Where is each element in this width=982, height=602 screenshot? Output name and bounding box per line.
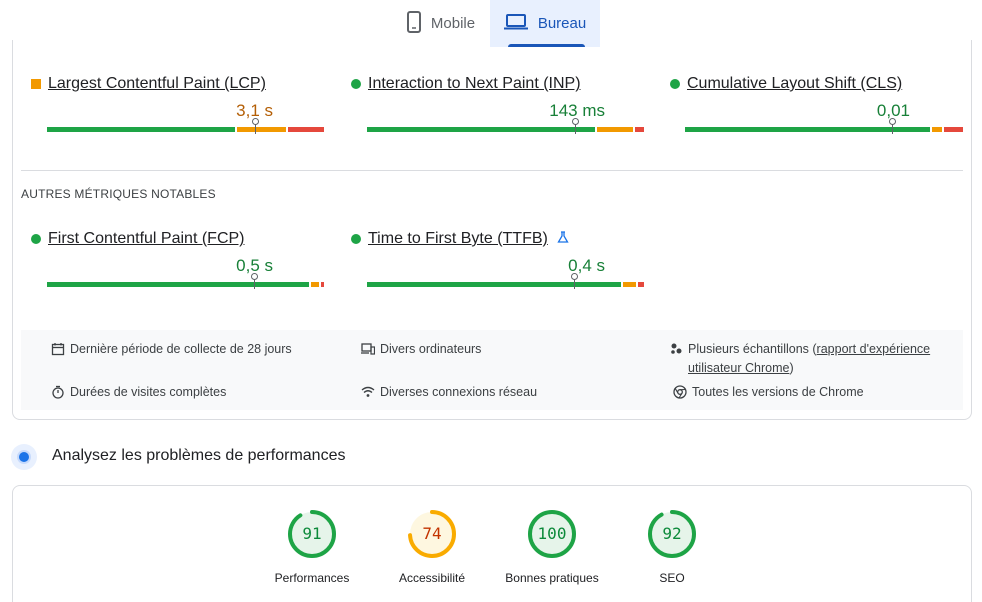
metric-ttfb-marker [571,273,578,290]
metric-lcp-title[interactable]: Largest Contentful Paint (LCP) [31,75,266,93]
metric-cls-title[interactable]: Cumulative Layout Shift (CLS) [670,75,902,93]
metric-cls-value: 0,01 [876,101,910,120]
lighthouse-icon [11,444,37,470]
score-value: 92 [662,524,682,543]
metric-lcp-marker [252,118,259,135]
stopwatch-icon [51,385,65,399]
tab-mobile-label: Mobile [430,15,476,32]
score-gauge-seo[interactable]: 92 [647,509,697,559]
score-value: 91 [302,524,322,543]
good-dot-icon [31,234,41,244]
metric-ttfb-distribution-bar [367,282,644,288]
score-value: 100 [537,524,567,543]
flask-icon[interactable] [557,230,569,248]
lab-scores-card [12,485,972,602]
score-value: 74 [422,524,442,543]
diagnose-section-title: Analysez les problèmes de performances [52,447,346,464]
metric-inp-marker [572,118,579,135]
warning-square-icon [31,79,41,89]
chrome-icon [673,385,687,399]
score-label-accessibility: Accessibilité [398,571,466,585]
metric-inp-distribution-bar [367,127,644,133]
score-label-best-practices: Bonnes pratiques [505,571,599,585]
info-devices: Divers ordinateurs [361,340,481,359]
tab-desktop[interactable]: Bureau [490,0,600,47]
info-visit-duration: Durées de visites complètes [51,383,226,402]
metric-fcp-title[interactable]: First Contentful Paint (FCP) [31,230,245,248]
metric-fcp-marker [251,273,258,290]
collection-info-panel: Dernière période de collecte de 28 jours… [21,330,963,410]
metric-lcp-value: 3,1 s [236,101,273,120]
info-chrome-versions: Toutes les versions de Chrome [673,383,864,402]
metric-ttfb-title[interactable]: Time to First Byte (TTFB) [351,230,569,248]
metric-lcp-distribution-bar [47,127,324,133]
score-gauge-best-practices[interactable]: 100 [527,509,577,559]
metric-fcp-distribution-bar [47,282,324,288]
crux-report-link[interactable]: rapport d'expérience utilisateur Chrome [688,342,931,375]
metric-inp-title[interactable]: Interaction to Next Paint (INP) [351,75,581,93]
active-tab-indicator [508,44,585,47]
field-data-card: Largest Contentful Paint (LCP) 3,1 s Int… [12,40,972,420]
score-gauge-performance[interactable]: 91 [287,509,337,559]
devices-icon [361,342,376,356]
section-divider [21,170,963,171]
score-label-seo: SEO [659,571,685,585]
metric-inp-value: 143 ms [549,101,605,120]
wifi-icon [361,385,375,399]
info-samples: Plusieurs échantillons (rapport d'expéri… [669,340,959,378]
tab-desktop-label: Bureau [537,15,587,32]
metric-cls-marker [889,118,896,135]
score-label-performance: Performances [274,571,350,585]
score-gauge-accessibility[interactable]: 74 [407,509,457,559]
good-dot-icon [351,234,361,244]
info-collection-period: Dernière période de collecte de 28 jours [51,340,292,359]
other-metrics-heading: AUTRES MÉTRIQUES NOTABLES [21,187,216,201]
metric-cls-distribution-bar [685,127,963,133]
calendar-icon [51,342,65,356]
info-network: Diverses connexions réseau [361,383,537,402]
smartphone-icon [406,10,421,37]
laptop-icon [503,13,528,34]
metric-ttfb-value: 0,4 s [568,256,605,275]
people-icon [669,342,683,356]
good-dot-icon [670,79,680,89]
good-dot-icon [351,79,361,89]
tab-mobile[interactable]: Mobile [392,0,490,47]
metric-fcp-value: 0,5 s [236,256,273,275]
